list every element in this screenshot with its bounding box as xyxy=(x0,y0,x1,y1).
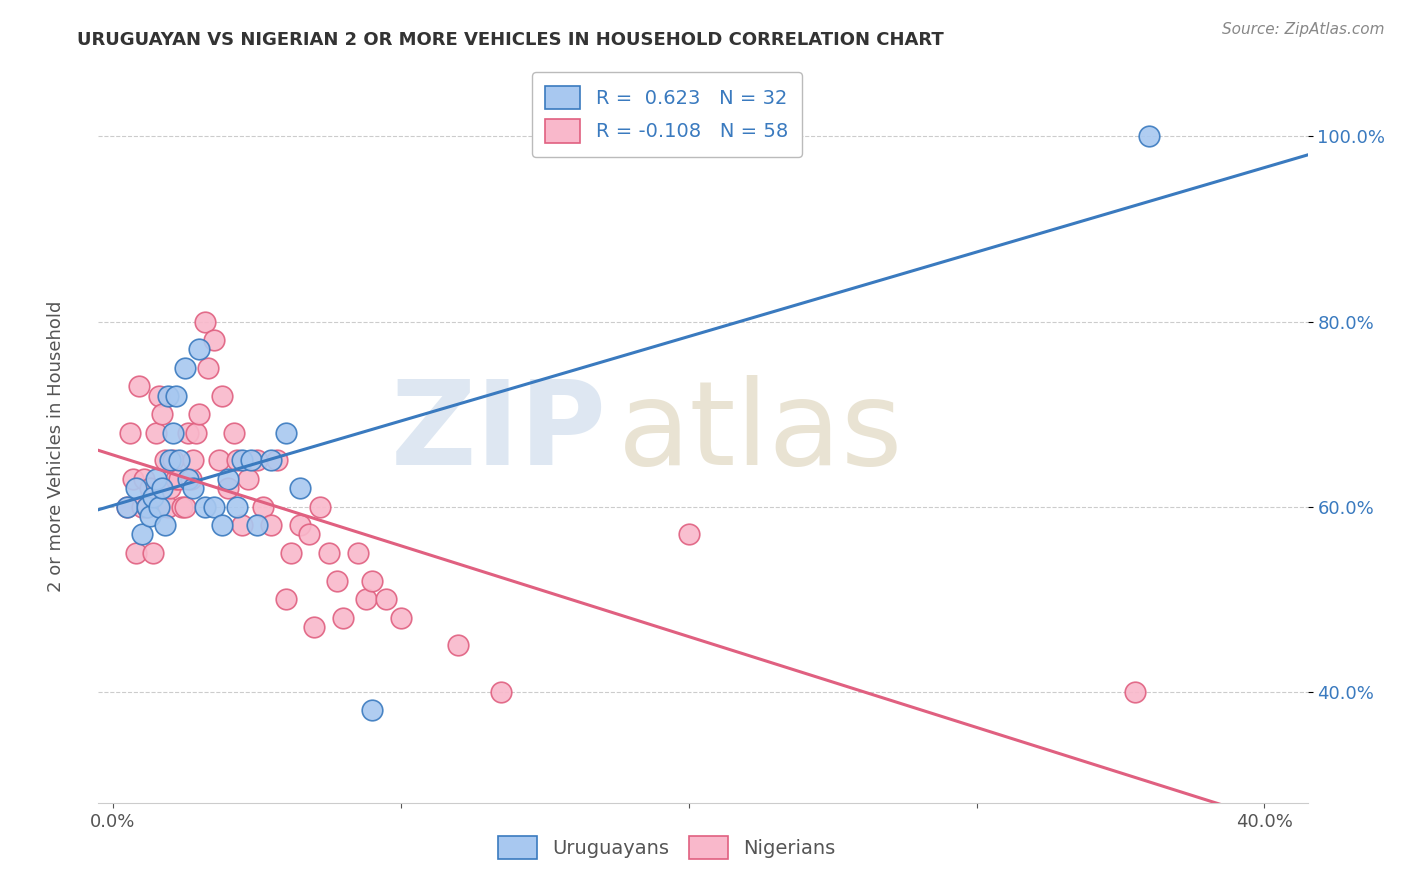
Point xyxy=(194,500,217,514)
Legend: Uruguayans, Nigerians: Uruguayans, Nigerians xyxy=(491,828,844,867)
Point xyxy=(1137,129,1160,144)
Point xyxy=(225,500,247,514)
Point xyxy=(1123,685,1146,699)
Point xyxy=(260,453,283,467)
Point xyxy=(361,703,384,717)
Point xyxy=(183,481,205,495)
Point xyxy=(159,453,181,467)
Point xyxy=(156,500,179,514)
Text: Source: ZipAtlas.com: Source: ZipAtlas.com xyxy=(1222,22,1385,37)
Text: URUGUAYAN VS NIGERIAN 2 OR MORE VEHICLES IN HOUSEHOLD CORRELATION CHART: URUGUAYAN VS NIGERIAN 2 OR MORE VEHICLES… xyxy=(77,31,943,49)
Point xyxy=(167,453,190,467)
Point xyxy=(125,546,148,560)
Point xyxy=(202,333,225,347)
Point xyxy=(231,518,253,533)
Point xyxy=(222,425,245,440)
Point xyxy=(142,546,165,560)
Point xyxy=(139,508,162,523)
Point xyxy=(162,453,184,467)
Point xyxy=(131,500,153,514)
Point xyxy=(188,343,211,357)
Point xyxy=(122,472,145,486)
Text: atlas: atlas xyxy=(619,376,904,490)
Point xyxy=(678,527,700,541)
Point xyxy=(156,389,179,403)
Point xyxy=(288,481,311,495)
Point xyxy=(120,425,142,440)
Point xyxy=(266,453,288,467)
Point xyxy=(167,472,190,486)
Point xyxy=(148,500,170,514)
Point xyxy=(280,546,302,560)
Point xyxy=(145,425,167,440)
Point xyxy=(115,500,138,514)
Point xyxy=(252,500,274,514)
Point xyxy=(208,453,231,467)
Point xyxy=(115,500,138,514)
Point xyxy=(139,481,162,495)
Point xyxy=(361,574,384,588)
Point xyxy=(240,453,263,467)
Text: 2 or more Vehicles in Household: 2 or more Vehicles in Household xyxy=(48,301,65,591)
Point xyxy=(153,518,176,533)
Point xyxy=(136,500,159,514)
Point xyxy=(354,592,377,607)
Point xyxy=(309,500,332,514)
Point xyxy=(173,360,195,375)
Point xyxy=(211,389,233,403)
Point xyxy=(491,685,513,699)
Point xyxy=(176,425,198,440)
Point xyxy=(159,481,181,495)
Point xyxy=(165,472,187,486)
Point xyxy=(217,481,239,495)
Point xyxy=(170,500,193,514)
Point xyxy=(173,500,195,514)
Point xyxy=(186,425,208,440)
Text: ZIP: ZIP xyxy=(391,376,606,490)
Point xyxy=(150,481,173,495)
Point xyxy=(246,453,269,467)
Point xyxy=(134,472,156,486)
Point xyxy=(304,620,326,634)
Point xyxy=(288,518,311,533)
Point xyxy=(246,518,269,533)
Point xyxy=(145,472,167,486)
Point xyxy=(125,481,148,495)
Point xyxy=(162,425,184,440)
Point xyxy=(142,491,165,505)
Point xyxy=(389,611,412,625)
Point xyxy=(188,407,211,421)
Point xyxy=(153,453,176,467)
Point xyxy=(211,518,233,533)
Point xyxy=(197,360,219,375)
Point xyxy=(180,472,202,486)
Point xyxy=(148,389,170,403)
Point xyxy=(318,546,340,560)
Point xyxy=(217,472,239,486)
Point xyxy=(202,500,225,514)
Point xyxy=(447,639,470,653)
Point xyxy=(260,518,283,533)
Point xyxy=(136,500,159,514)
Point xyxy=(375,592,398,607)
Point xyxy=(231,453,253,467)
Point xyxy=(274,425,297,440)
Point xyxy=(332,611,354,625)
Point xyxy=(326,574,349,588)
Point xyxy=(346,546,368,560)
Point xyxy=(183,453,205,467)
Point xyxy=(128,379,150,393)
Point xyxy=(194,315,217,329)
Point xyxy=(150,407,173,421)
Point xyxy=(225,453,247,467)
Point xyxy=(176,472,198,486)
Point xyxy=(236,472,259,486)
Point xyxy=(131,527,153,541)
Point xyxy=(297,527,319,541)
Point xyxy=(274,592,297,607)
Point xyxy=(165,389,187,403)
